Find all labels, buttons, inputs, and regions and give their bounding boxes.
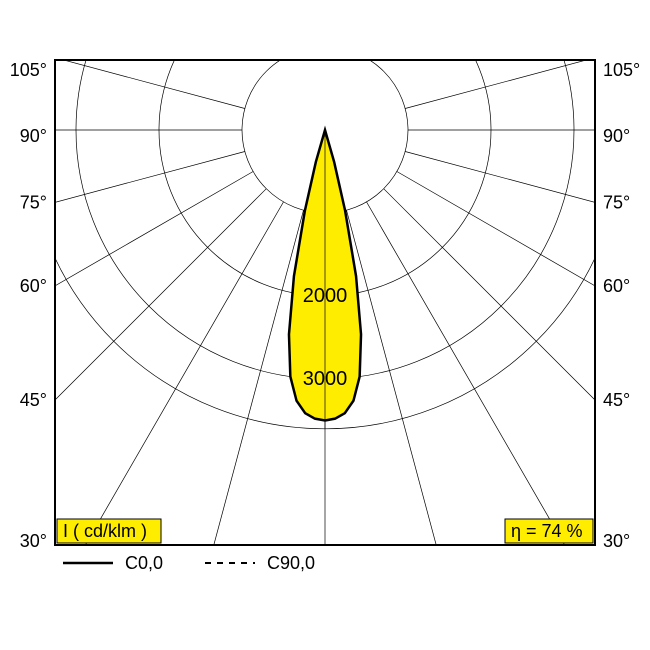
polar-chart-container: 2000 3000 105° 105° 90° 90° 75° 75° 60° 60° 45° 45°… [0, 0, 650, 650]
ring-label: 2000 [303, 285, 348, 307]
legend-eta-text: η = 74 % [511, 521, 583, 541]
polar-chart-svg: 2000 3000 105° 105° 90° 90° 75° 75° 60° 60° 45° 45°… [0, 0, 650, 650]
legend-units-text: I ( cd/klm ) [63, 521, 147, 541]
angle-label-right: 45° [603, 390, 630, 410]
angle-label-left: 45° [20, 390, 47, 410]
angle-label-left: 90° [20, 126, 47, 146]
angle-label-left: 75° [20, 192, 47, 212]
angle-label-left: 30° [20, 531, 47, 551]
c0-label: C0,0 [125, 553, 163, 573]
angle-label-right: 105° [603, 60, 640, 80]
angle-label-right: 75° [603, 192, 630, 212]
angle-label-right: 90° [603, 126, 630, 146]
angle-label-right: 60° [603, 276, 630, 296]
angle-label-right: 30° [603, 531, 630, 551]
angle-label-left: 105° [10, 60, 47, 80]
c90-label: C90,0 [267, 553, 315, 573]
angle-label-left: 60° [20, 276, 47, 296]
ring-label: 3000 [303, 368, 348, 390]
